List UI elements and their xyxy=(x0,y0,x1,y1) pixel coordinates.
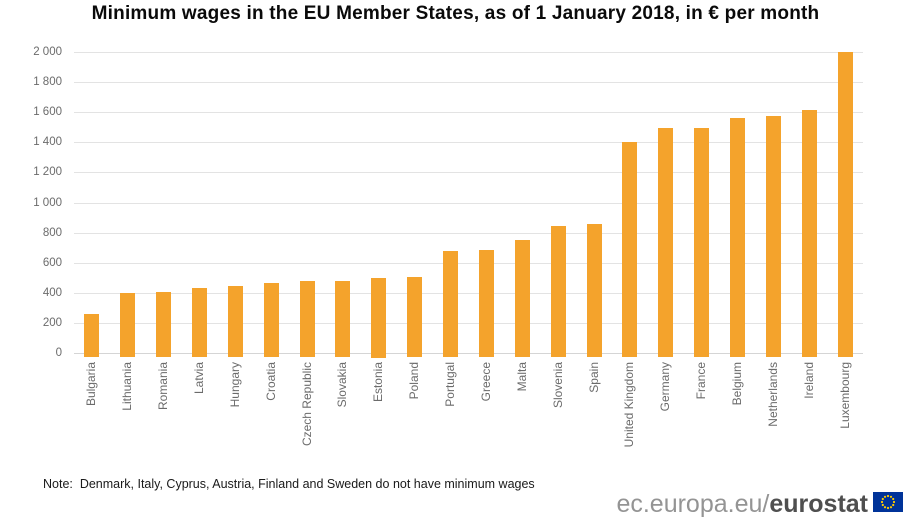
x-axis-category-label: Romania xyxy=(156,362,171,411)
bar-portugal xyxy=(443,251,459,358)
eu-flag-icon xyxy=(873,492,903,512)
bar-latvia xyxy=(192,288,208,358)
x-axis-category-label: Slovakia xyxy=(335,362,350,408)
footer-url-prefix: ec.europa.eu/ xyxy=(616,490,770,518)
y-axis-tick-label: 600 xyxy=(42,256,62,269)
y-axis-tick-label: 800 xyxy=(42,226,62,239)
y-axis-tick-label: 1 200 xyxy=(33,166,62,179)
bar-united-kingdom xyxy=(622,142,638,358)
x-axis-category-label: United Kingdom xyxy=(622,362,637,448)
gridline xyxy=(74,142,863,144)
x-axis-category-label: Lithuania xyxy=(120,362,135,411)
bar-malta xyxy=(514,240,530,358)
gridline xyxy=(74,292,863,294)
x-axis-category-label: Hungary xyxy=(227,362,242,408)
chart-title: Minimum wages in the EU Member States, a… xyxy=(91,3,820,24)
footer-url-eurostat: eurostat xyxy=(769,490,868,518)
x-axis-category-label: Estonia xyxy=(371,362,386,403)
gridline xyxy=(74,322,863,324)
bar-france xyxy=(694,127,710,358)
x-axis-category-label: Netherlands xyxy=(765,362,780,427)
gridline xyxy=(74,172,863,174)
x-axis-category-label: Poland xyxy=(407,362,422,400)
x-axis-category-label: Spain xyxy=(586,362,601,393)
x-axis-category-label: Malta xyxy=(514,362,529,392)
x-axis-category-label: Latvia xyxy=(192,362,207,395)
bar-belgium xyxy=(729,117,745,358)
y-axis-tick-label: 1 800 xyxy=(33,76,62,89)
gridline xyxy=(74,112,863,114)
bar-netherlands xyxy=(765,115,781,358)
bar-estonia xyxy=(371,277,387,358)
bar-slovakia xyxy=(335,280,351,358)
gridline xyxy=(74,52,863,53)
gridline xyxy=(74,232,863,234)
bar-poland xyxy=(407,277,423,358)
bar-greece xyxy=(478,250,494,358)
y-axis-tick-label: 2 000 xyxy=(33,46,62,58)
x-axis-category-label: Belgium xyxy=(729,362,744,406)
x-axis-category-label: Germany xyxy=(658,362,673,412)
y-axis-tick-label: 400 xyxy=(42,286,62,299)
x-axis-category-label: Luxembourg xyxy=(837,362,852,429)
gridline xyxy=(74,82,863,84)
bar-croatia xyxy=(263,283,279,358)
x-axis-baseline xyxy=(74,353,863,354)
bar-lithuania xyxy=(120,292,136,358)
footer-url: ec.europa.eu/eurostat xyxy=(616,491,868,517)
y-axis-tick-label: 200 xyxy=(42,316,62,329)
bar-slovenia xyxy=(550,226,566,358)
y-axis-tick-label: 1 600 xyxy=(33,106,62,119)
gridline xyxy=(74,202,863,204)
bar-germany xyxy=(658,127,674,358)
x-axis-category-label: France xyxy=(694,362,709,400)
x-axis-category-label: Croatia xyxy=(263,362,278,401)
bar-romania xyxy=(156,291,172,358)
bar-bulgaria xyxy=(84,313,100,358)
x-axis-category-label: Ireland xyxy=(801,362,816,399)
chart-note: Note: Denmark, Italy, Cyprus, Austria, F… xyxy=(43,477,535,491)
bar-ireland xyxy=(801,110,817,358)
x-axis-category-label: Bulgaria xyxy=(84,362,99,407)
bar-luxembourg xyxy=(837,52,853,358)
gridline xyxy=(74,262,863,264)
x-axis-category-label: Slovenia xyxy=(550,362,565,409)
y-axis-tick-label: 1 400 xyxy=(33,136,62,149)
eurostat-branding: ec.europa.eu/eurostat xyxy=(616,491,903,517)
x-axis-category-label: Portugal xyxy=(443,362,458,407)
y-axis-tick-label: 0 xyxy=(55,347,62,359)
bar-czech-republic xyxy=(299,281,315,358)
plot-area: 0 200 400 600 800 1 000 1 200 1 400 1 600 1 800 2 … xyxy=(33,46,863,448)
x-axis-category-label: Czech Republic xyxy=(299,362,314,447)
y-axis-tick-label: 1 000 xyxy=(33,196,62,209)
x-axis-category-label: Greece xyxy=(478,362,493,402)
bar-hungary xyxy=(227,286,243,358)
bar-spain xyxy=(586,223,602,358)
